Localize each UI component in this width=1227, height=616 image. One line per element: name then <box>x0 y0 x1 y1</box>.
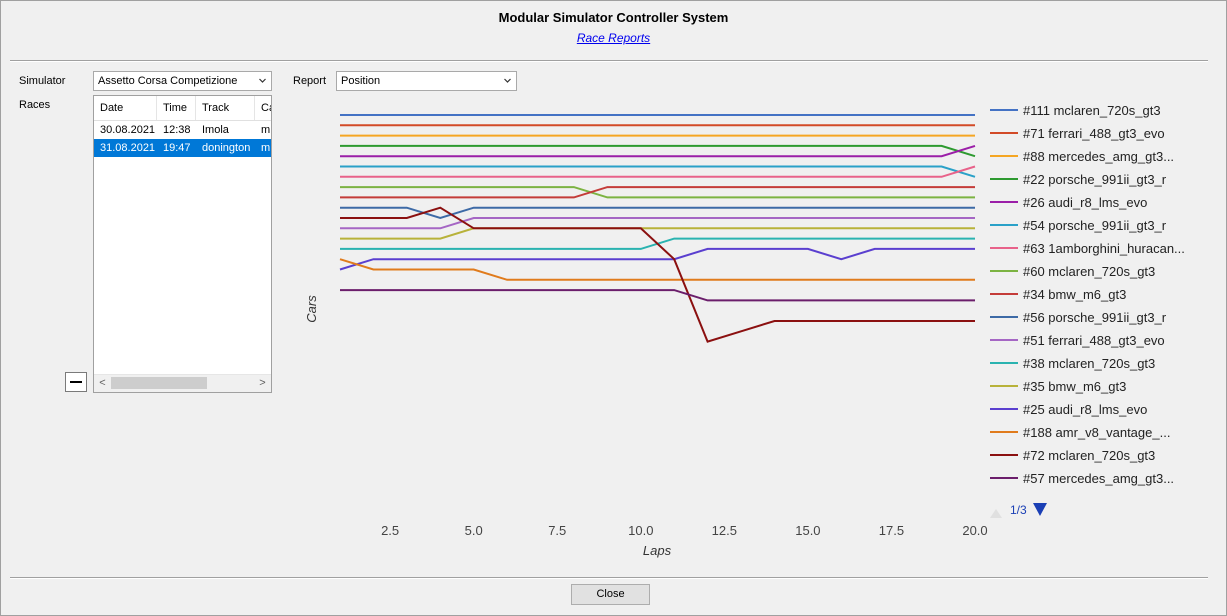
legend-label-4: #26 audi_r8_lms_evo <box>1023 195 1147 210</box>
series-line-14 <box>339 258 975 281</box>
x-tick-label-4: 12.5 <box>712 523 737 538</box>
close-button[interactable]: Close <box>571 584 650 605</box>
legend-label-15: #72 mclaren_720s_gt3 <box>1023 448 1155 463</box>
app-title: Modular Simulator Controller System <box>498 10 729 25</box>
x-tick-label-6: 17.5 <box>879 523 904 538</box>
position-chart: #111 mclaren_720s_gt3 #71 ferrari_488_gt3… <box>304 103 1185 558</box>
x-tick-label-7: 20.0 <box>962 523 987 538</box>
column-header-date[interactable]: Date <box>94 96 157 120</box>
legend-label-13: #25 audi_r8_lms_evo <box>1023 402 1147 417</box>
bottom-separator <box>10 577 1208 579</box>
legend-label-7: #60 mclaren_720s_gt3 <box>1023 264 1155 279</box>
series-line-15 <box>340 206 975 343</box>
series-line-4 <box>340 144 976 158</box>
legend-label-6: #63 1amborghini_huracan... <box>1023 241 1185 256</box>
race-row[interactable]: 30.08.2021 12:38 Imola m <box>94 121 271 139</box>
x-axis-ticks: 2.5 5.0 7.5 10.0 12.5 15.0 17.5 20.0 <box>381 523 988 538</box>
race-time: 19:47 <box>163 142 191 154</box>
chevron-down-icon <box>504 78 511 83</box>
races-list[interactable]: Date Time Track Ca 30.08.2021 12:38 Imol… <box>93 95 272 393</box>
race-date: 30.08.2021 <box>100 124 156 136</box>
top-separator <box>10 60 1208 62</box>
races-label: Races <box>19 99 51 111</box>
report-dropdown[interactable]: Position <box>336 71 517 91</box>
column-header-car[interactable]: Ca <box>255 96 271 120</box>
legend-label-2: #88 mercedes_amg_gt3... <box>1023 149 1174 164</box>
series-line-10 <box>340 217 975 230</box>
legend-label-12: #35 bmw_m6_gt3 <box>1023 379 1126 394</box>
scroll-left-icon[interactable]: < <box>99 377 106 389</box>
page-down-icon[interactable] <box>1033 503 1047 516</box>
series-line-5 <box>340 165 976 178</box>
race-row-selected[interactable]: 31.08.2021 19:47 donington m <box>94 139 271 157</box>
x-tick-label-2: 7.5 <box>548 523 566 538</box>
legend-label-8: #34 bmw_m6_gt3 <box>1023 287 1126 302</box>
report-label: Report <box>293 75 327 87</box>
series-lines <box>339 114 976 343</box>
simulator-dropdown[interactable]: Assetto Corsa Competizione <box>93 71 272 91</box>
series-line-12 <box>340 227 975 240</box>
race-car: m <box>261 124 271 136</box>
race-car: m <box>261 142 271 154</box>
x-tick-label-0: 2.5 <box>381 523 399 538</box>
series-line-6 <box>340 165 976 178</box>
legend-label-5: #54 porsche_991ii_gt3_r <box>1023 218 1167 233</box>
scrollbar-thumb[interactable] <box>111 377 207 389</box>
series-line-8 <box>340 186 975 199</box>
x-tick-label-3: 10.0 <box>628 523 653 538</box>
minus-icon <box>70 381 82 383</box>
race-track: donington <box>202 142 251 154</box>
legend-label-1: #71 ferrari_488_gt3_evo <box>1023 126 1165 141</box>
legend-label-14: #188 amr_v8_vantage_... <box>1023 425 1170 440</box>
legend-label-16: #57 mercedes_amg_gt3... <box>1023 471 1174 486</box>
remove-race-button[interactable] <box>65 372 87 392</box>
simulator-value: Assetto Corsa Competizione <box>98 75 238 87</box>
legend-label-11: #38 mclaren_720s_gt3 <box>1023 356 1155 371</box>
y-axis-title: Cars <box>304 295 319 323</box>
races-list-header: Date Time Track Ca <box>94 96 271 121</box>
series-line-7 <box>340 186 975 199</box>
legend-label-3: #22 porsche_991ii_gt3_r <box>1023 172 1167 187</box>
legend-label-9: #56 porsche_991ii_gt3_r <box>1023 310 1167 325</box>
chevron-down-icon <box>259 78 266 83</box>
series-line-3 <box>340 144 976 158</box>
page-indicator: 1/3 <box>1010 503 1027 517</box>
report-value: Position <box>341 75 381 87</box>
series-line-13 <box>339 247 975 271</box>
column-header-time[interactable]: Time <box>157 96 196 120</box>
page-up-icon[interactable] <box>990 509 1002 518</box>
chart-legend: #111 mclaren_720s_gt3 #71 ferrari_488_gt3… <box>990 103 1185 486</box>
legend-label-0: #111 mclaren_720s_gt3 <box>1023 103 1161 118</box>
scroll-right-icon[interactable]: > <box>259 377 266 389</box>
race-reports-link[interactable]: Race Reports <box>576 31 651 45</box>
x-tick-label-1: 5.0 <box>465 523 483 538</box>
series-line-9 <box>340 206 975 220</box>
x-tick-label-5: 15.0 <box>795 523 820 538</box>
horizontal-scrollbar[interactable]: < > <box>94 374 271 392</box>
legend-label-10: #51 ferrari_488_gt3_evo <box>1023 333 1165 348</box>
simulator-label: Simulator <box>19 75 66 87</box>
race-date: 31.08.2021 <box>100 142 156 154</box>
series-line-16 <box>340 289 975 302</box>
x-axis-title: Laps <box>643 543 672 558</box>
race-track: Imola <box>202 124 229 136</box>
column-header-track[interactable]: Track <box>196 96 255 120</box>
race-time: 12:38 <box>163 124 191 136</box>
